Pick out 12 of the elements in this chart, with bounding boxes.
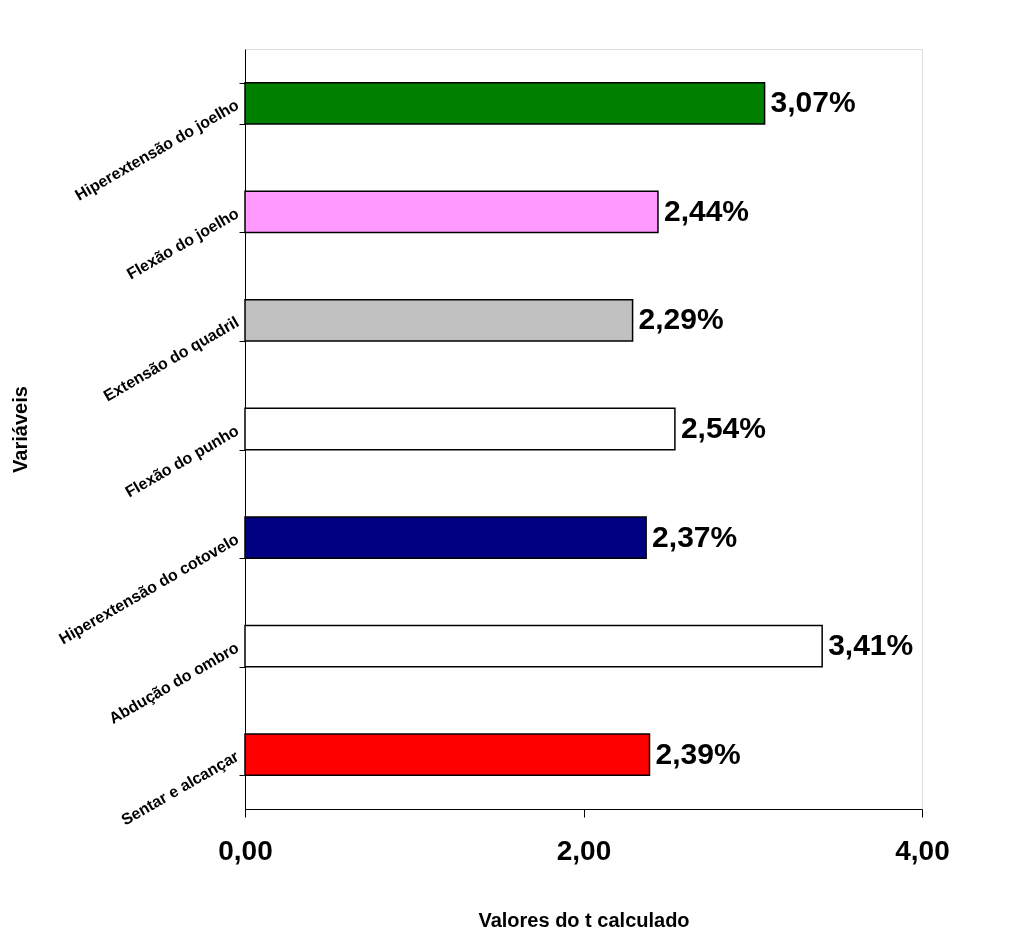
- data-label: 2,54%: [680, 411, 766, 444]
- x-tick-label: 4,00: [895, 834, 950, 866]
- x-tick-label: 0,00: [218, 834, 273, 866]
- data-label: 2,29%: [638, 302, 724, 336]
- y-axis-title: Variáveis: [9, 386, 32, 473]
- data-label: 3,07%: [770, 85, 856, 119]
- data-label: 3,41%: [828, 628, 914, 662]
- data-label: 2,39%: [655, 736, 741, 770]
- data-label: 2,37%: [652, 519, 738, 553]
- x-tick-label: 2,00: [556, 834, 612, 866]
- data-label: 2,44%: [663, 193, 750, 227]
- x-axis-title: Valores do t calculado: [478, 908, 690, 931]
